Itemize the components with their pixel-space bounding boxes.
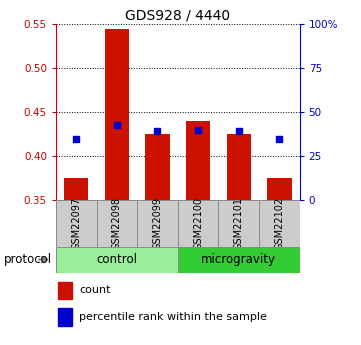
Bar xyxy=(64,178,88,200)
Text: microgravity: microgravity xyxy=(201,253,276,266)
Text: GSM22097: GSM22097 xyxy=(71,197,81,250)
Point xyxy=(236,129,242,134)
Text: GSM22102: GSM22102 xyxy=(274,197,284,250)
Bar xyxy=(186,121,210,200)
Bar xyxy=(227,134,251,200)
Bar xyxy=(58,308,72,326)
Text: GSM22098: GSM22098 xyxy=(112,197,122,250)
Bar xyxy=(178,200,218,247)
Point xyxy=(73,136,79,141)
Text: percentile rank within the sample: percentile rank within the sample xyxy=(79,312,267,322)
Bar xyxy=(218,200,259,247)
Text: protocol: protocol xyxy=(4,253,52,266)
Text: GSM22100: GSM22100 xyxy=(193,197,203,250)
Text: count: count xyxy=(79,285,110,295)
Text: GSM22101: GSM22101 xyxy=(234,197,244,250)
Point xyxy=(114,122,120,128)
Bar xyxy=(105,29,129,200)
Bar xyxy=(267,178,292,200)
Bar xyxy=(259,200,300,247)
Point xyxy=(277,136,282,141)
Title: GDS928 / 4440: GDS928 / 4440 xyxy=(125,9,230,23)
Bar xyxy=(56,247,178,273)
Bar xyxy=(137,200,178,247)
Bar xyxy=(58,282,72,299)
Bar xyxy=(178,247,300,273)
Text: GSM22099: GSM22099 xyxy=(152,197,162,250)
Bar xyxy=(97,200,137,247)
Bar xyxy=(145,134,170,200)
Text: control: control xyxy=(96,253,138,266)
Bar xyxy=(56,200,97,247)
Point xyxy=(195,127,201,132)
Point xyxy=(155,129,160,134)
